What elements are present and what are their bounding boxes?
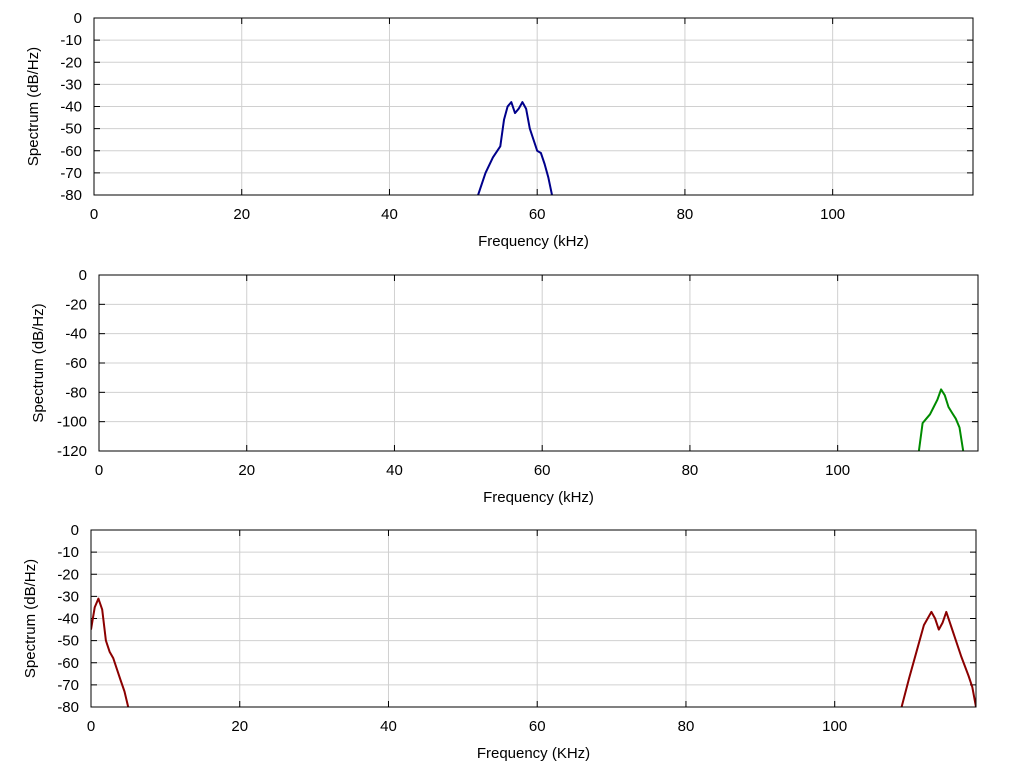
y-tick-label: -80 [57,699,79,716]
spectrum-series-line-1 [91,597,130,707]
y-tick-label: -40 [65,326,87,343]
x-tick-label: 100 [825,462,850,479]
y-tick-label: -40 [57,611,79,628]
chart-panel-1: 0 -10 -20 -30 -40 -50 -60 -70 -80 0 20 40 60 80 100 Fre… [25,10,974,250]
y-tick-label: -120 [57,443,87,460]
x-tick-label: 100 [822,718,847,735]
x-tick-label: 40 [380,718,397,735]
y-tick-label: 0 [74,10,82,27]
x-tick-label: 20 [231,718,248,735]
y-tick-label: -20 [65,296,87,313]
x-tick-label: 80 [677,206,694,223]
x-tick-label: 100 [820,206,845,223]
y-tick-label: 0 [71,522,79,539]
plot-frame [93,17,974,196]
y-axis-label: Spectrum (dB/Hz) [25,47,42,166]
x-tick-label: 20 [233,206,250,223]
chart-panel-3: 0 -10 -20 -30 -40 -50 -60 -70 -80 0 20 40 60 80 100 Fre… [22,522,977,762]
y-tick-label: -20 [60,54,82,71]
y-tick-label: -100 [57,414,87,431]
x-tick-label: 80 [678,718,695,735]
y-tick-label: -60 [65,355,87,372]
y-tick-label: -70 [60,165,82,182]
y-axis-label: Spectrum (dB/Hz) [30,303,47,422]
x-axis-label: Frequency (kHz) [478,233,589,250]
y-tick-label: -50 [60,121,82,138]
y-tick-label: -70 [57,677,79,694]
y-axis-label: Spectrum (dB/Hz) [22,559,39,678]
x-tick-label: 60 [534,462,551,479]
y-tick-label: -30 [57,588,79,605]
y-tick-label: -50 [57,633,79,650]
x-tick-label: 20 [238,462,255,479]
y-tick-label: -60 [57,655,79,672]
y-tick-label: -10 [57,544,79,561]
x-tick-label: 60 [529,206,546,223]
x-tick-label: 40 [386,462,403,479]
x-tick-label: 60 [529,718,546,735]
y-tick-label: -80 [65,384,87,401]
x-tick-label: 40 [381,206,398,223]
spectrum-series-line-1 [917,388,965,451]
plot-frame [98,274,979,452]
spectrum-series-line-1 [477,101,553,195]
y-tick-label: 0 [79,267,87,284]
x-axis-label: Frequency (kHz) [483,489,594,506]
chart-panel-2: 0 -20 -40 -60 -80 -100 -120 0 20 40 60 80 100 Frequen… [30,267,979,506]
spectrum-series-line-2 [900,610,976,707]
y-tick-label: -30 [60,76,82,93]
x-tick-label: 80 [682,462,699,479]
y-tick-label: -20 [57,566,79,583]
plot-frame [90,529,977,708]
y-tick-label: -80 [60,187,82,204]
y-tick-label: -10 [60,32,82,49]
x-axis-label: Frequency (KHz) [477,745,590,762]
y-tick-label: -60 [60,143,82,160]
x-tick-label: 0 [90,206,98,223]
y-tick-label: -40 [60,99,82,116]
x-tick-label: 0 [95,462,103,479]
x-tick-label: 0 [87,718,95,735]
